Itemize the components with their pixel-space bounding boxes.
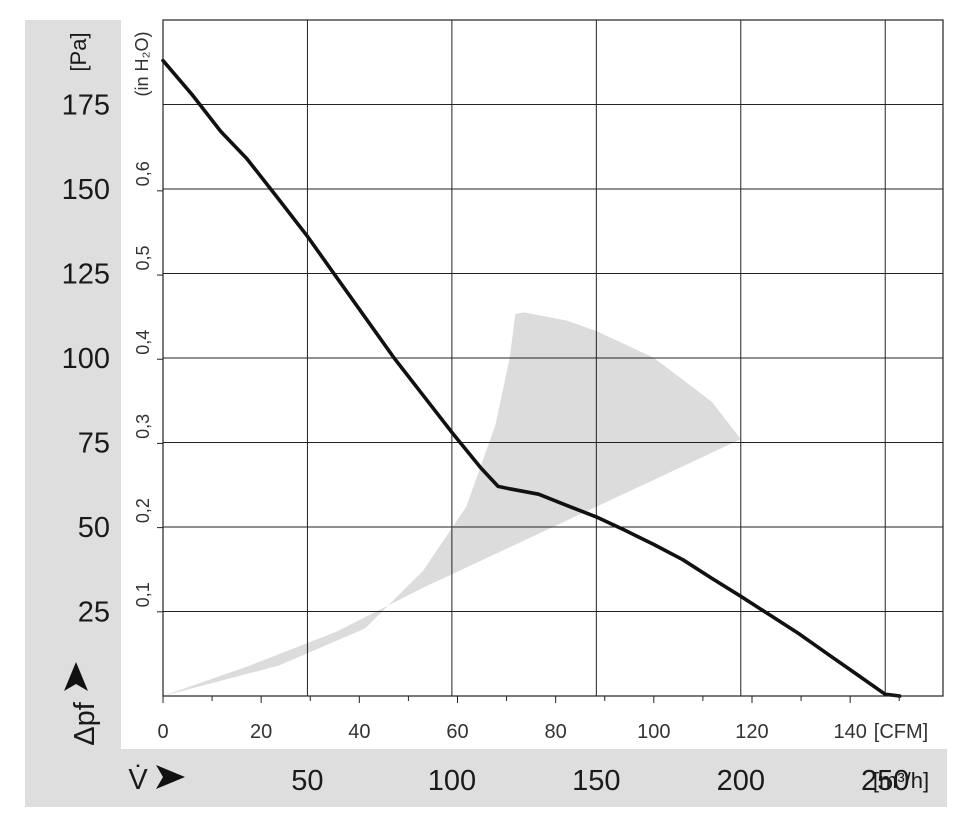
y-tick-label-pa: 25 — [78, 597, 110, 629]
y-tick-label-inh2o: 0,2 — [133, 498, 153, 523]
x-tick-label-cfm: 20 — [250, 721, 272, 743]
y-tick-label-pa: 75 — [78, 428, 110, 460]
y-tick-label-inh2o: 0,4 — [133, 330, 153, 355]
x-tick-label-m3h: 100 — [428, 765, 476, 797]
y-tick-label-inh2o: 0,1 — [133, 582, 153, 607]
x-tick-label-cfm: 100 — [637, 721, 670, 743]
x-tick-label-cfm: 120 — [735, 721, 768, 743]
x-axis-label: V̇ — [128, 764, 148, 796]
y-unit-inh2o: (in H₂O) — [132, 32, 152, 97]
y-unit-pa: [Pa] — [66, 32, 91, 71]
grid — [163, 20, 943, 696]
x-tick-label-cfm: 0 — [157, 721, 168, 743]
x-tick-label-m3h: 50 — [291, 765, 323, 797]
x-tick-label-cfm: 140 — [833, 721, 866, 743]
y-tick-label-pa: 150 — [62, 174, 110, 206]
x-unit-cfm: [CFM] — [874, 721, 928, 743]
series-line — [161, 58, 902, 698]
x-tick-label-cfm: 80 — [545, 721, 567, 743]
y-tick-label-pa: 50 — [78, 512, 110, 544]
x-tick-label-m3h: 200 — [717, 765, 765, 797]
x-arrow-icon — [156, 765, 185, 789]
x-unit-m3h: [m³/h] — [873, 768, 929, 793]
y-axis-label: Δpf — [69, 701, 101, 745]
y-tick-label-pa: 125 — [62, 259, 110, 291]
y-tick-label-inh2o: 0,3 — [133, 414, 153, 439]
x-tick-label-m3h: 250 — [861, 765, 909, 797]
x-tick-label-m3h: 150 — [572, 765, 620, 797]
y-tick-label-pa: 100 — [62, 343, 110, 375]
y-axis-band — [25, 20, 121, 807]
x-tick-label-cfm: 60 — [446, 721, 468, 743]
x-tick-label-cfm: 40 — [348, 721, 370, 743]
y-tick-label-pa: 175 — [62, 90, 110, 122]
y-tick-label-inh2o: 0,5 — [133, 245, 153, 270]
y-arrow-icon — [64, 662, 88, 691]
y-tick-label-inh2o: 0,6 — [133, 161, 153, 186]
plot-frame — [162, 19, 944, 697]
